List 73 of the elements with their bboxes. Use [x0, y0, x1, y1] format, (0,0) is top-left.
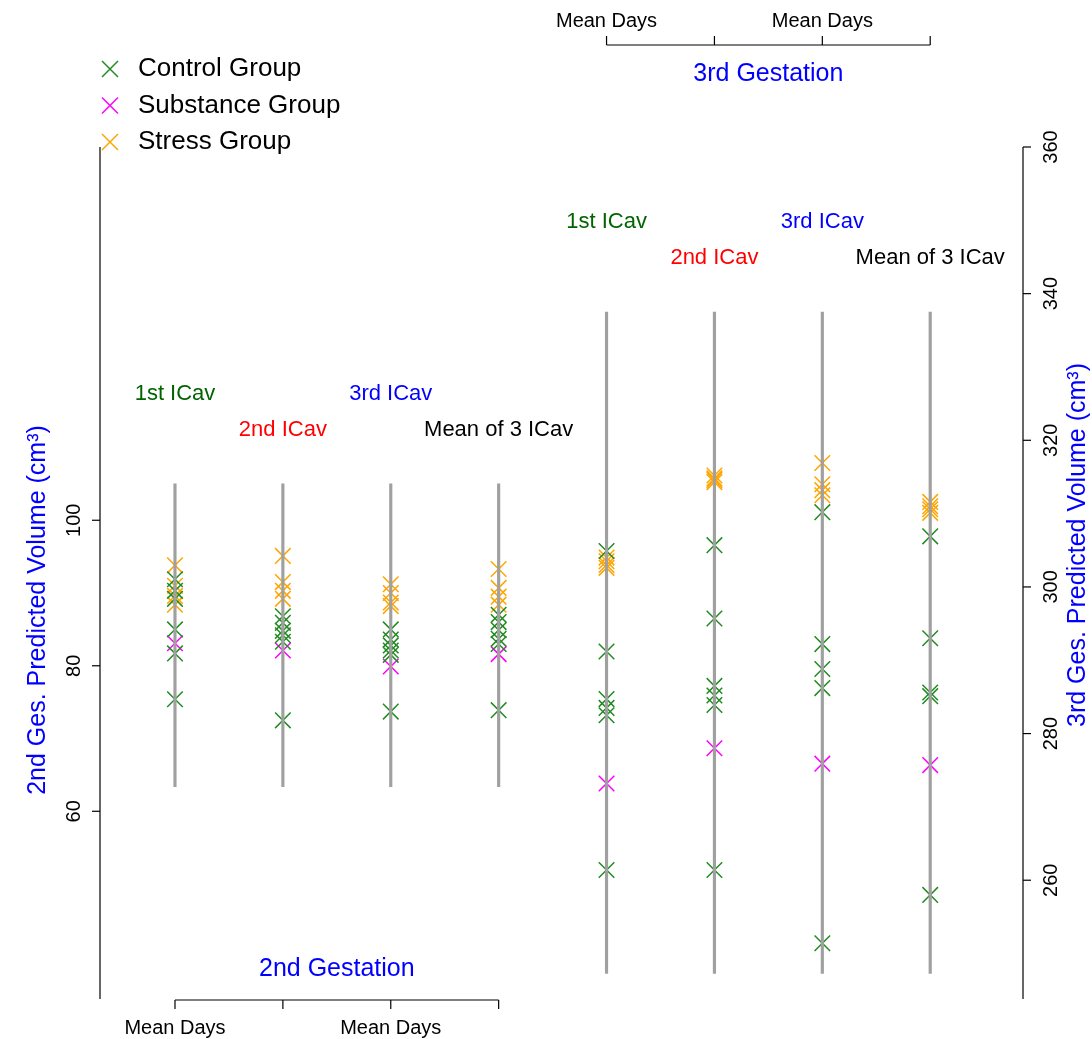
point	[813, 635, 831, 653]
annotation: Mean of 3 ICav	[855, 244, 1005, 270]
point	[598, 699, 616, 717]
text: Mean Days	[555, 9, 658, 31]
y-tick-label: 80	[62, 654, 84, 677]
y-tick-label: 100	[62, 503, 84, 537]
point	[813, 934, 831, 952]
point	[166, 582, 184, 600]
annotation: 2nd ICav	[670, 244, 759, 270]
point	[705, 609, 723, 627]
point	[921, 504, 939, 522]
point	[813, 503, 831, 521]
point	[921, 687, 939, 705]
annotation: 1st ICav	[566, 208, 647, 234]
point	[274, 547, 292, 565]
point	[490, 645, 508, 663]
y2-tick-label: 280	[1039, 716, 1061, 751]
annotation: 3rd ICav	[349, 379, 433, 405]
annotation: 2nd ICav	[238, 415, 327, 441]
point	[166, 634, 184, 652]
y-tick-label: 60	[62, 800, 84, 823]
x2-axis-title: 3rd Gestation	[693, 58, 844, 86]
point	[274, 641, 292, 660]
point	[813, 486, 831, 504]
point	[598, 642, 616, 660]
point	[166, 644, 184, 662]
y-axis-title: 2nd Ges. Predicted Volume (cm³)	[22, 425, 50, 795]
point	[813, 660, 831, 678]
point	[705, 696, 723, 714]
point	[166, 556, 184, 574]
annotation: 3rd ICav	[780, 208, 864, 234]
y2-tick-label: 320	[1039, 423, 1061, 457]
point	[705, 686, 723, 704]
point	[705, 861, 723, 879]
point	[598, 542, 616, 560]
annotation: Mean of 3 ICav	[424, 415, 574, 441]
y2-tick-label: 360	[1039, 130, 1061, 164]
point	[921, 527, 939, 545]
x-axis-title: 2nd Gestation	[258, 953, 415, 981]
point	[813, 454, 831, 472]
y2-tick-label: 340	[1039, 276, 1061, 311]
point	[382, 703, 400, 721]
point	[598, 774, 616, 792]
point	[274, 711, 292, 729]
point	[813, 481, 831, 499]
point	[166, 570, 184, 588]
y2-tick-label: 300	[1039, 570, 1061, 604]
point	[705, 536, 723, 554]
point	[382, 657, 400, 676]
point	[166, 620, 184, 638]
y2-axis-title: 3rd Ges. Predicted Volume (cm³)	[1062, 362, 1090, 728]
point	[921, 886, 939, 904]
point	[921, 756, 939, 774]
point	[166, 690, 184, 708]
annotation: 1st ICav	[134, 379, 216, 405]
point	[813, 755, 831, 773]
legend-label: Stress Group	[138, 125, 292, 156]
point	[274, 582, 292, 600]
text: Mean Days	[771, 9, 873, 31]
point	[921, 629, 939, 647]
point	[705, 739, 723, 757]
point	[598, 861, 616, 879]
point	[490, 701, 508, 719]
point	[921, 683, 939, 702]
legend-label: Substance Group	[138, 88, 341, 119]
point	[705, 677, 723, 695]
point	[813, 475, 831, 493]
point	[921, 493, 939, 511]
point	[490, 588, 508, 606]
point	[382, 641, 400, 660]
y2-tick-label: 260	[1039, 863, 1061, 897]
legend-label: Control Group	[138, 52, 302, 83]
point	[813, 679, 831, 697]
